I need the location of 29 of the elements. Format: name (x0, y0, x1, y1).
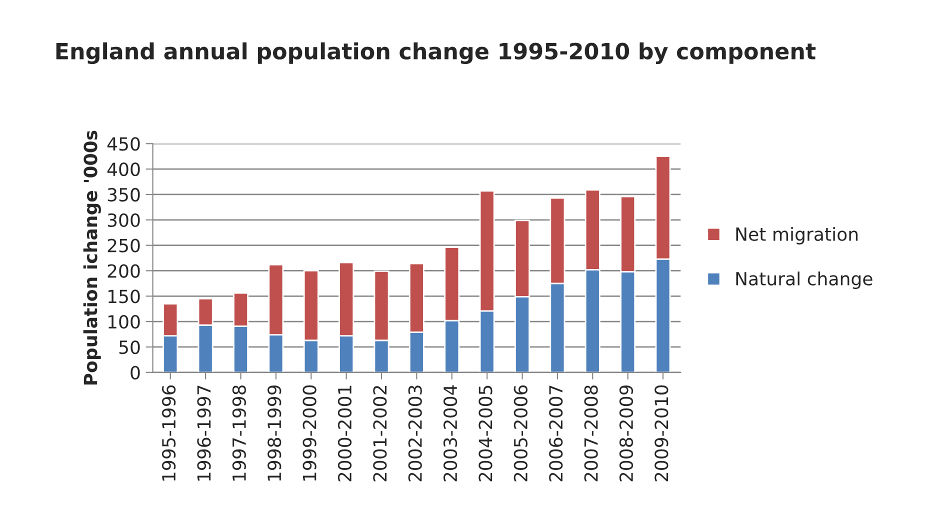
y-tick-label: 350 (108, 188, 140, 202)
x-tick-label: 2005-2006 (514, 385, 528, 482)
chart-title: England annual population change 1995-2010 by component (56, 42, 816, 64)
x-tick-label: 2000-2001 (338, 386, 352, 482)
y-tick-label: 400 (107, 162, 140, 176)
y-tick-label: 150 (108, 290, 140, 304)
x-tick-label: 1995-1996 (162, 385, 176, 481)
legend-label: Net migration (736, 227, 858, 244)
x-tick-label: 1996-1997 (197, 386, 211, 481)
x-tick-label: 2002-2003 (408, 386, 422, 482)
x-tick-label: 2001-2002 (373, 386, 387, 482)
x-tick-label: 2003-2004 (443, 385, 458, 482)
y-tick-label: 250 (108, 238, 140, 252)
y-tick-label: 200 (108, 264, 140, 278)
y-axis-title: Population ichange '000s (83, 130, 101, 385)
x-tick-label: 1997-1998 (232, 385, 246, 481)
x-tick-label: 2007-2008 (584, 385, 598, 482)
y-tick-label: 50 (119, 340, 140, 354)
x-tick-label: 2009-2010 (654, 385, 668, 482)
y-tick-label: 300 (108, 213, 140, 228)
x-tick-label: 1999-2000 (302, 385, 316, 481)
y-tick-label: 0 (130, 366, 140, 380)
legend-label: Natural change (736, 272, 872, 290)
x-tick-label: 2008-2009 (619, 385, 634, 482)
x-tick-label: 2006-2007 (549, 386, 563, 482)
x-tick-label: 1998-1999 (268, 385, 282, 481)
y-tick-label: 100 (108, 315, 140, 329)
y-tick-label: 450 (107, 137, 140, 151)
x-tick-label: 2004-2005 (478, 386, 492, 482)
